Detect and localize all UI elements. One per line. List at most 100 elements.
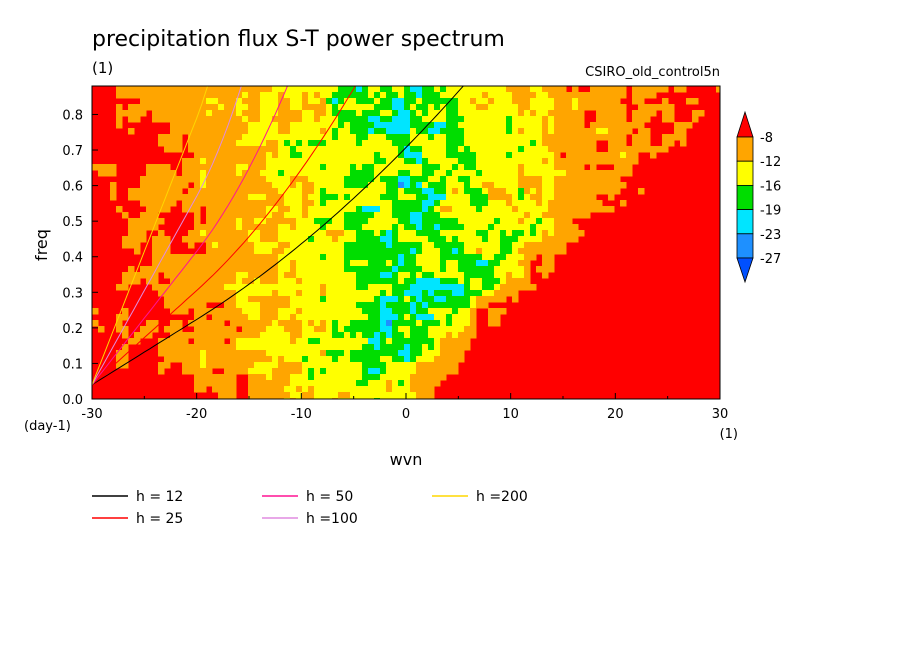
heat-cell xyxy=(164,236,171,243)
heat-cell xyxy=(344,116,351,123)
heat-cell xyxy=(428,92,435,99)
heat-cell xyxy=(428,122,435,129)
heat-cell xyxy=(200,122,207,129)
heat-cell xyxy=(224,110,231,117)
heat-cell xyxy=(422,230,429,237)
heat-cell xyxy=(206,122,213,129)
heat-cell xyxy=(416,392,423,399)
heat-cell xyxy=(194,332,201,339)
heat-cell xyxy=(236,188,243,195)
heat-cell xyxy=(116,320,123,327)
heat-cell xyxy=(278,86,285,93)
heat-cell xyxy=(392,356,399,363)
heat-cell xyxy=(554,230,561,237)
heat-cell xyxy=(458,296,465,303)
heat-cell xyxy=(464,188,471,195)
heat-cell xyxy=(524,284,531,291)
heat-cell xyxy=(146,320,153,327)
heat-cell xyxy=(398,296,405,303)
heat-cell xyxy=(320,122,327,129)
heat-cell xyxy=(314,380,321,387)
heat-cell xyxy=(422,368,429,375)
heat-cell xyxy=(602,104,609,111)
heat-cell xyxy=(260,164,267,171)
heat-cell xyxy=(398,188,405,195)
heat-cell xyxy=(176,140,183,147)
heat-cell xyxy=(410,218,417,225)
heat-cell xyxy=(350,116,357,123)
heat-cell xyxy=(380,302,387,309)
heat-cell xyxy=(458,230,465,237)
heat-cell xyxy=(140,332,147,339)
heat-cell xyxy=(374,386,381,393)
heat-cell xyxy=(134,332,141,339)
heat-cell xyxy=(416,230,423,237)
heat-cell xyxy=(410,176,417,183)
heat-cell xyxy=(506,122,513,129)
heat-cell xyxy=(518,164,525,171)
heat-cell xyxy=(584,104,591,111)
heat-cell xyxy=(578,140,585,147)
colorbar-top-arrow xyxy=(736,110,754,138)
heat-cell xyxy=(176,110,183,117)
heat-cell xyxy=(446,212,453,219)
heat-cell xyxy=(218,284,225,291)
heat-cell xyxy=(518,170,525,177)
heat-cell xyxy=(170,326,177,333)
heat-cell xyxy=(176,278,183,285)
heat-cell xyxy=(332,374,339,381)
heat-cell xyxy=(386,176,393,183)
heat-cell xyxy=(446,242,453,249)
heat-cell xyxy=(374,224,381,231)
heat-cell xyxy=(272,374,279,381)
heat-cell xyxy=(254,194,261,201)
heat-cell xyxy=(224,272,231,279)
heat-cell xyxy=(632,98,639,105)
heat-cell xyxy=(656,86,663,93)
heat-cell xyxy=(488,212,495,219)
heat-cell xyxy=(440,146,447,153)
heat-cell xyxy=(236,224,243,231)
heat-cell xyxy=(620,200,627,207)
heat-cell xyxy=(254,236,261,243)
heat-cell xyxy=(338,260,345,267)
heat-cell xyxy=(266,362,273,369)
heat-cell xyxy=(326,122,333,129)
heat-cell xyxy=(248,98,255,105)
heat-cell xyxy=(224,332,231,339)
heat-cell xyxy=(518,266,525,273)
heat-cell xyxy=(428,182,435,189)
heat-cell xyxy=(350,176,357,183)
heat-cell xyxy=(206,194,213,201)
heat-cell xyxy=(620,158,627,165)
heat-cell xyxy=(302,98,309,105)
heat-cell xyxy=(242,164,249,171)
heat-cell xyxy=(194,134,201,141)
heat-cell xyxy=(566,134,573,141)
heat-cell xyxy=(308,98,315,105)
heat-cell xyxy=(458,98,465,105)
heat-cell xyxy=(248,314,255,321)
heat-cell xyxy=(140,92,147,99)
heat-cell xyxy=(320,362,327,369)
heat-cell xyxy=(500,206,507,213)
heat-cell xyxy=(170,344,177,351)
heat-cell xyxy=(392,302,399,309)
heat-cell xyxy=(440,134,447,141)
heat-cell xyxy=(230,386,237,393)
heat-cell xyxy=(332,290,339,297)
heat-cell xyxy=(266,392,273,399)
heat-cell xyxy=(110,188,117,195)
heat-cell xyxy=(392,140,399,147)
heat-cell xyxy=(320,290,327,297)
heat-cell xyxy=(596,122,603,129)
heat-cell xyxy=(398,314,405,321)
heat-cell xyxy=(170,332,177,339)
legend-label: h =100 xyxy=(306,511,358,527)
heat-cell xyxy=(266,110,273,117)
heat-cell xyxy=(506,236,513,243)
heat-cell xyxy=(320,248,327,255)
heat-cell xyxy=(314,194,321,201)
heat-cell xyxy=(392,362,399,369)
heat-cell xyxy=(620,104,627,111)
